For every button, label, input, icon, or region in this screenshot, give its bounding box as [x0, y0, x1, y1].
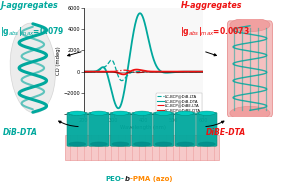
Ellipse shape [133, 142, 151, 146]
FancyBboxPatch shape [153, 112, 174, 146]
Ellipse shape [155, 111, 172, 115]
FancyBboxPatch shape [227, 21, 272, 117]
Ellipse shape [198, 111, 215, 115]
Ellipse shape [230, 18, 270, 32]
Text: -PMA (azo): -PMA (azo) [130, 176, 173, 182]
FancyBboxPatch shape [110, 112, 131, 146]
Text: |g$_{abs}$|$_{max}$=0.079: |g$_{abs}$|$_{max}$=0.079 [0, 25, 65, 38]
Ellipse shape [112, 142, 129, 146]
Ellipse shape [198, 142, 215, 146]
Y-axis label: CD (mdeg): CD (mdeg) [56, 46, 61, 75]
Ellipse shape [230, 106, 270, 120]
FancyBboxPatch shape [175, 112, 195, 146]
Ellipse shape [90, 111, 107, 115]
Legend: LC-BCP@DiB-LTA, LC-BCP@DiB-DTA, LC-BCP@DiBE-LTA, LC-BCP@DiBE-DTA: LC-BCP@DiB-LTA, LC-BCP@DiB-DTA, LC-BCP@D… [156, 94, 202, 114]
Ellipse shape [10, 23, 56, 113]
Ellipse shape [69, 142, 86, 146]
Ellipse shape [155, 142, 172, 146]
Text: J-aggregates: J-aggregates [0, 1, 58, 10]
Text: |g$_{abs}$|$_{max}$=0.0073: |g$_{abs}$|$_{max}$=0.0073 [180, 25, 250, 38]
FancyBboxPatch shape [89, 112, 109, 146]
Text: PEO-: PEO- [105, 176, 124, 182]
Text: DiB-DTA: DiB-DTA [3, 128, 38, 137]
Ellipse shape [177, 142, 194, 146]
FancyBboxPatch shape [67, 112, 87, 146]
FancyBboxPatch shape [132, 112, 152, 146]
FancyBboxPatch shape [197, 112, 217, 146]
Text: b: b [124, 176, 130, 182]
Text: H-aggregates: H-aggregates [180, 1, 242, 10]
Text: DiBE-DTA: DiBE-DTA [206, 128, 246, 137]
Ellipse shape [112, 111, 129, 115]
Ellipse shape [69, 111, 86, 115]
Ellipse shape [90, 142, 107, 146]
Ellipse shape [177, 111, 194, 115]
Polygon shape [65, 135, 219, 160]
Ellipse shape [133, 111, 151, 115]
X-axis label: Wavelength (nm): Wavelength (nm) [120, 125, 166, 130]
